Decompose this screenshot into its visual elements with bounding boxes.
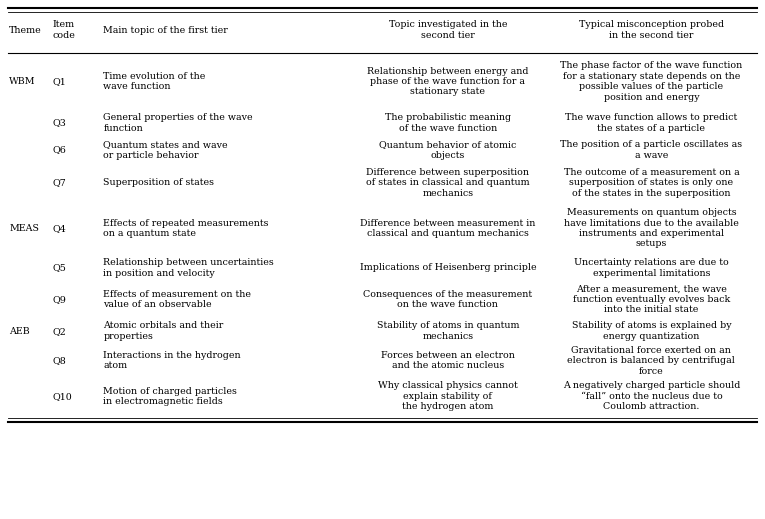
Text: Relationship between uncertainties
in position and velocity: Relationship between uncertainties in po… xyxy=(103,258,274,278)
Text: A negatively charged particle should
“fall” onto the nucleus due to
Coulomb attr: A negatively charged particle should “fa… xyxy=(563,381,740,411)
Text: The outcome of a measurement on a
superposition of states is only one
of the sta: The outcome of a measurement on a superp… xyxy=(564,168,739,198)
Text: Q4: Q4 xyxy=(52,224,66,233)
Text: Measurements on quantum objects
have limitations due to the available
instrument: Measurements on quantum objects have lim… xyxy=(564,208,739,249)
Text: Stability of atoms in quantum
mechanics: Stability of atoms in quantum mechanics xyxy=(376,321,519,341)
Text: Q9: Q9 xyxy=(52,295,66,304)
Text: Quantum behavior of atomic
objects: Quantum behavior of atomic objects xyxy=(379,140,516,160)
Text: Quantum states and wave
or particle behavior: Quantum states and wave or particle beha… xyxy=(103,140,228,160)
Text: Q3: Q3 xyxy=(52,118,66,128)
Text: Item
code: Item code xyxy=(52,20,75,40)
Text: Q2: Q2 xyxy=(52,326,66,336)
Text: Gravitational force exerted on an
electron is balanced by centrifugal
force: Gravitational force exerted on an electr… xyxy=(568,346,735,376)
Text: Typical misconception probed
in the second tier: Typical misconception probed in the seco… xyxy=(579,20,724,40)
Text: Q1: Q1 xyxy=(52,77,66,86)
Text: MEAS: MEAS xyxy=(9,224,39,233)
Text: Difference between measurement in
classical and quantum mechanics: Difference between measurement in classi… xyxy=(360,218,536,238)
Text: Stability of atoms is explained by
energy quantization: Stability of atoms is explained by energ… xyxy=(571,321,731,341)
Text: WBM: WBM xyxy=(9,77,36,86)
Text: Effects of repeated measurements
on a quantum state: Effects of repeated measurements on a qu… xyxy=(103,218,269,238)
Text: The position of a particle oscillates as
a wave: The position of a particle oscillates as… xyxy=(560,140,743,160)
Text: Main topic of the first tier: Main topic of the first tier xyxy=(103,25,228,35)
Text: Topic investigated in the
second tier: Topic investigated in the second tier xyxy=(389,20,507,40)
Text: Q5: Q5 xyxy=(52,263,66,272)
Text: Q10: Q10 xyxy=(52,392,72,401)
Text: Implications of Heisenberg principle: Implications of Heisenberg principle xyxy=(360,263,536,272)
Text: Consequences of the measurement
on the wave function: Consequences of the measurement on the w… xyxy=(363,290,532,309)
Text: The wave function allows to predict
the states of a particle: The wave function allows to predict the … xyxy=(565,113,737,133)
Text: The probabilistic meaning
of the wave function: The probabilistic meaning of the wave fu… xyxy=(385,113,511,133)
Text: Q7: Q7 xyxy=(52,179,66,187)
Text: Forces between an electron
and the atomic nucleus: Forces between an electron and the atomi… xyxy=(381,351,515,371)
Text: Relationship between energy and
phase of the wave function for a
stationary stat: Relationship between energy and phase of… xyxy=(367,66,529,97)
Text: Q8: Q8 xyxy=(52,356,66,365)
Text: Q6: Q6 xyxy=(52,145,66,155)
Text: Effects of measurement on the
value of an observable: Effects of measurement on the value of a… xyxy=(103,290,251,309)
Text: Why classical physics cannot
explain stability of
the hydrogen atom: Why classical physics cannot explain sta… xyxy=(378,381,518,411)
Text: The phase factor of the wave function
for a stationary state depends on the
poss: The phase factor of the wave function fo… xyxy=(560,61,743,102)
Text: AEB: AEB xyxy=(9,326,30,336)
Text: After a measurement, the wave
function eventually evolves back
into the initial : After a measurement, the wave function e… xyxy=(573,284,730,315)
Text: Atomic orbitals and their
properties: Atomic orbitals and their properties xyxy=(103,321,223,341)
Text: Uncertainty relations are due to
experimental limitations: Uncertainty relations are due to experim… xyxy=(574,258,729,278)
Text: General properties of the wave
function: General properties of the wave function xyxy=(103,113,253,133)
Text: Superposition of states: Superposition of states xyxy=(103,179,214,187)
Text: Time evolution of the
wave function: Time evolution of the wave function xyxy=(103,72,206,91)
Text: Interactions in the hydrogen
atom: Interactions in the hydrogen atom xyxy=(103,351,241,371)
Text: Theme: Theme xyxy=(9,25,42,35)
Text: Motion of charged particles
in electromagnetic fields: Motion of charged particles in electroma… xyxy=(103,387,237,406)
Text: Difference between superposition
of states in classical and quantum
mechanics: Difference between superposition of stat… xyxy=(366,168,529,198)
